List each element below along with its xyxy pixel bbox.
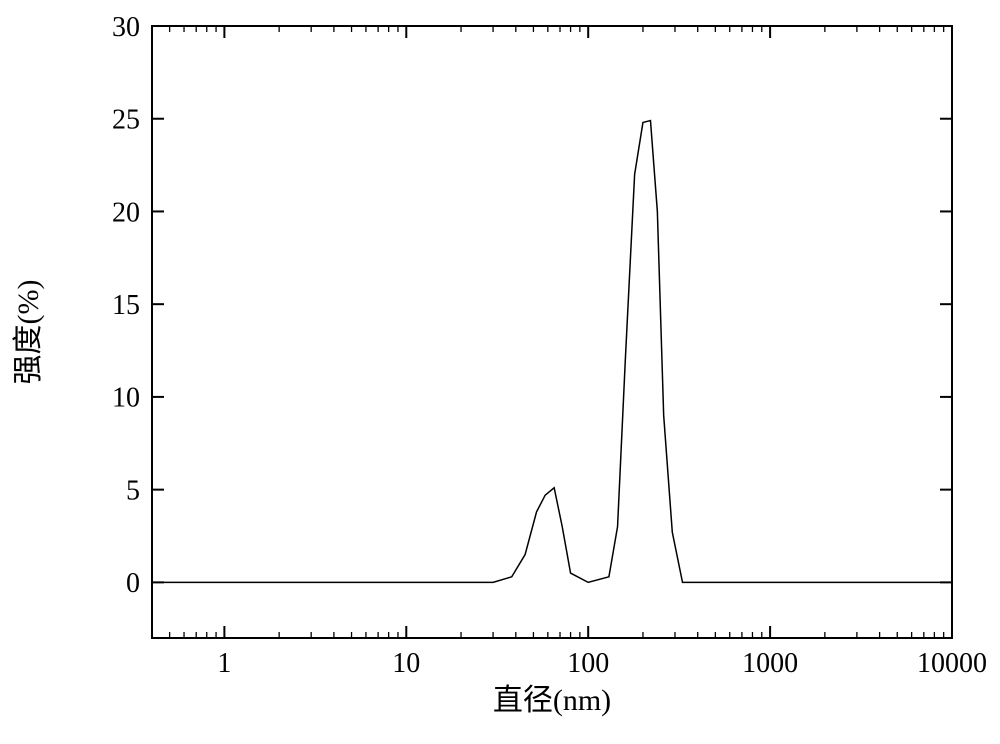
y-axis-label: 强度(%)	[12, 280, 45, 385]
x-axis-label: 直径(nm)	[493, 684, 611, 717]
y-tick-label: 5	[126, 475, 140, 506]
y-tick-label: 15	[112, 290, 140, 321]
x-tick-label: 100	[567, 648, 609, 679]
x-tick-label: 1000	[742, 648, 798, 679]
x-tick-label: 10	[392, 648, 420, 679]
y-tick-label: 20	[112, 197, 140, 228]
y-tick-label: 10	[112, 383, 140, 414]
x-tick-label: 1	[217, 648, 231, 679]
y-tick-label: 30	[112, 12, 140, 43]
dls-intensity-chart: 1 10 100 1000 10000 0 5 10 15 20 25 30 直径(nm) 强度(%)	[0, 0, 1000, 744]
y-tick-label: 0	[126, 568, 140, 599]
y-tick-label: 25	[112, 105, 140, 136]
x-tick-label: 10000	[917, 648, 987, 679]
